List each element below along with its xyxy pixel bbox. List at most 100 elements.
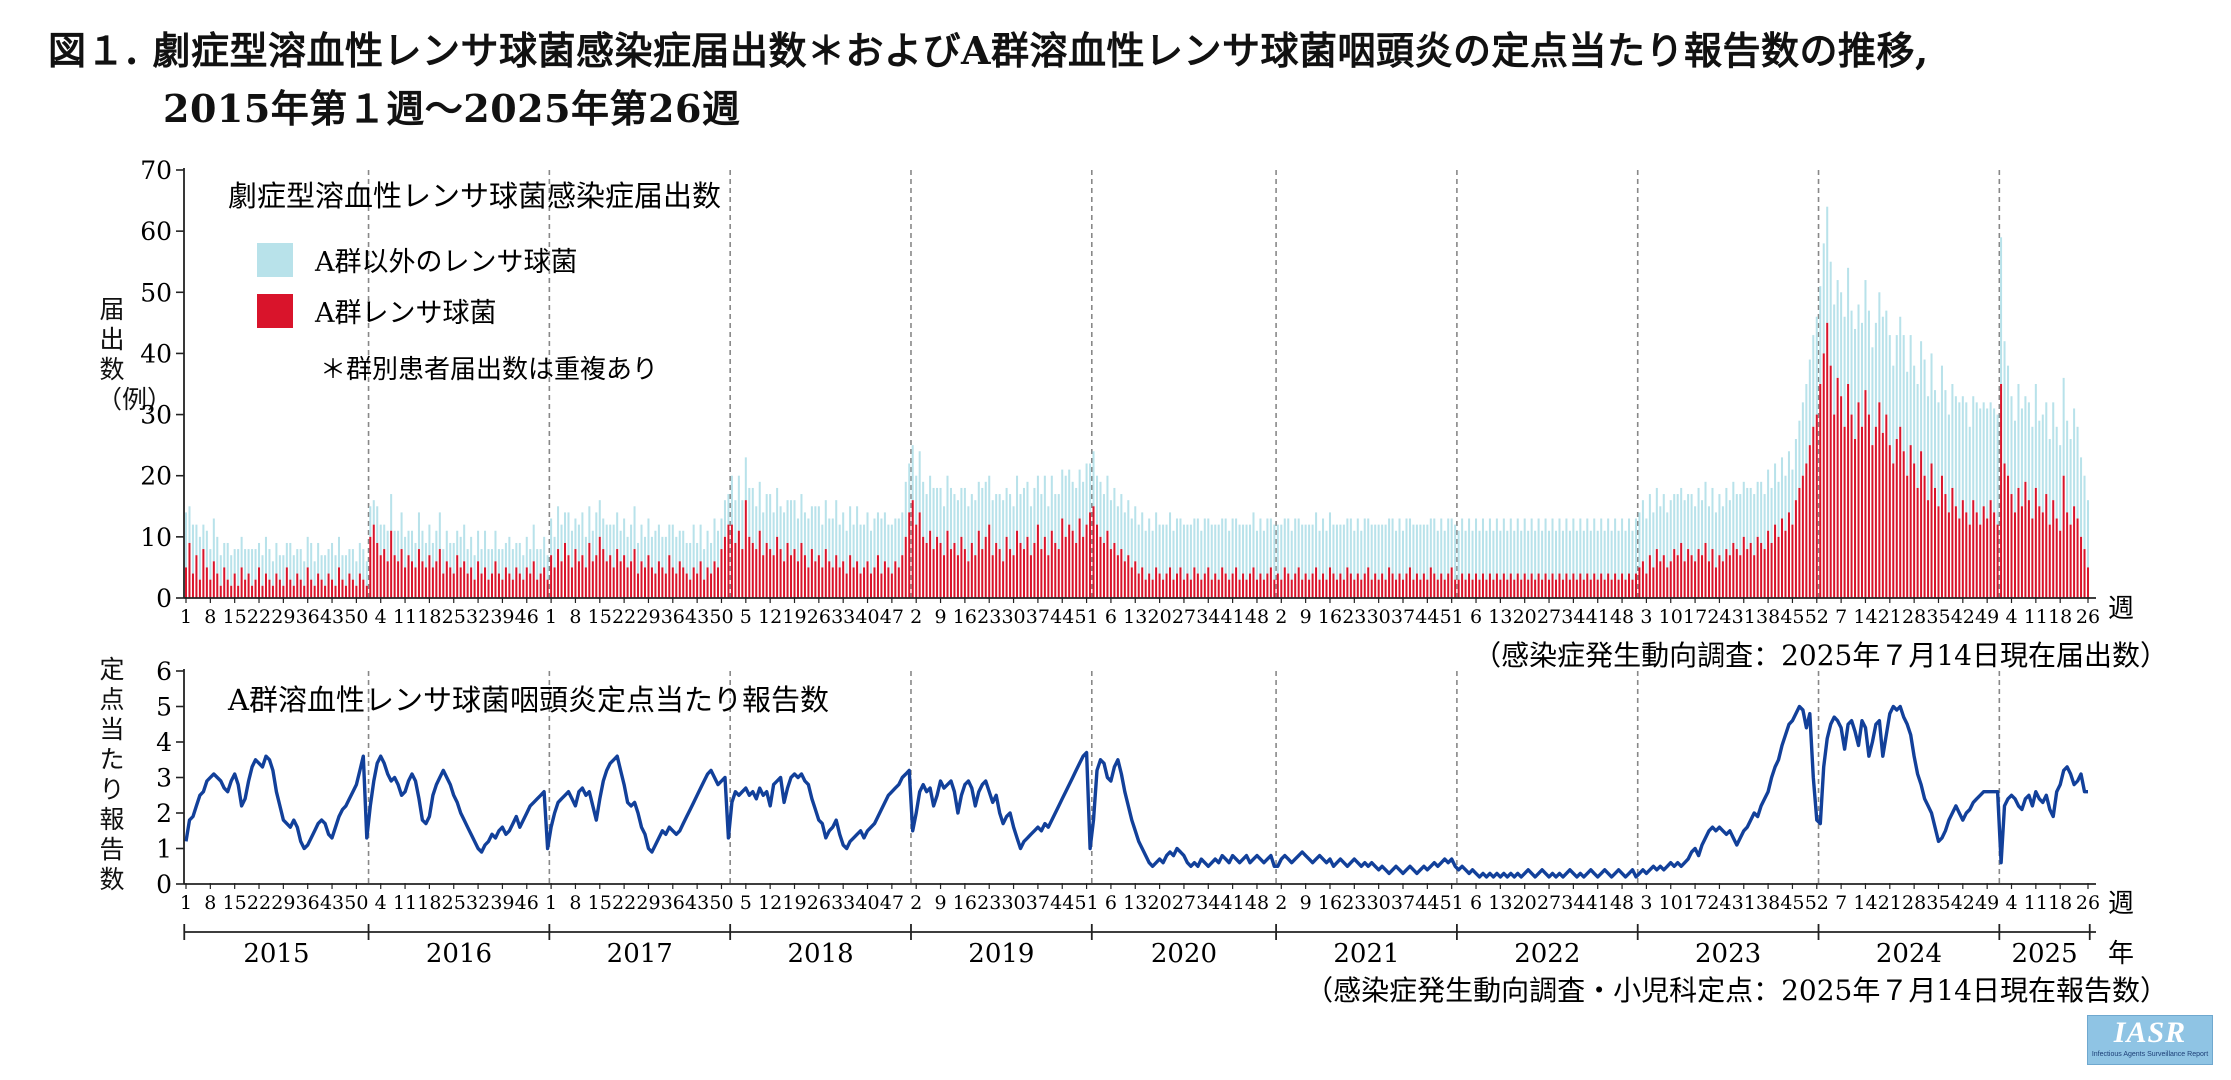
bar-non-group-a: [984, 481, 987, 537]
bar-group-a: [869, 573, 873, 598]
bar-group-a: [1628, 573, 1631, 598]
top-week-tick-label: 23: [977, 606, 1001, 628]
bar-non-group-a: [1527, 530, 1530, 580]
bar-group-a: [198, 579, 201, 598]
bar-non-group-a: [1408, 518, 1411, 568]
bar-group-a: [435, 561, 438, 598]
bar-non-group-a: [1979, 408, 1982, 525]
bar-non-group-a: [296, 549, 299, 574]
bar-group-a: [1881, 432, 1884, 598]
bar-non-group-a: [1116, 506, 1119, 556]
bar-non-group-a: [863, 524, 866, 568]
top-week-tick-label: 29: [636, 606, 660, 628]
bar-group-a: [1728, 555, 1731, 598]
top-week-tick-label: 52: [1805, 606, 1829, 628]
bottom-week-tick-label: 4: [375, 892, 387, 914]
bar-non-group-a: [1840, 292, 1843, 397]
bar-group-a: [1322, 573, 1325, 598]
bar-non-group-a: [348, 549, 351, 574]
bar-non-group-a: [1860, 322, 1863, 427]
bar-group-a: [960, 536, 963, 598]
bar-non-group-a: [1186, 524, 1189, 574]
bar-non-group-a: [1422, 524, 1425, 574]
bar-non-group-a: [1659, 506, 1662, 562]
bar-non-group-a: [1582, 530, 1585, 580]
bar-non-group-a: [1245, 524, 1248, 580]
bar-non-group-a: [1033, 487, 1036, 543]
bar-group-a: [762, 555, 765, 598]
bar-group-a: [1388, 567, 1391, 598]
bottom-week-tick-label: 23: [977, 892, 1001, 914]
bar-group-a: [1137, 573, 1140, 598]
bar-non-group-a: [1944, 390, 1947, 495]
bar-group-a: [1349, 573, 1352, 598]
bar-non-group-a: [1440, 518, 1443, 574]
bar-group-a: [1603, 579, 1606, 598]
bar-non-group-a: [880, 518, 883, 574]
bar-group-a: [1506, 579, 1509, 598]
bar-non-group-a: [1248, 524, 1252, 574]
bar-group-a: [1203, 573, 1206, 598]
legend-label-group-a: A群レンサ球菌: [314, 298, 497, 329]
bar-non-group-a: [1280, 524, 1283, 580]
bar-non-group-a: [1996, 414, 1999, 525]
bar-non-group-a: [1036, 475, 1039, 525]
bar-non-group-a: [1061, 469, 1064, 519]
bar-non-group-a: [901, 512, 904, 556]
bar-group-a: [1822, 353, 1825, 598]
bottom-y-axis-label: 定点当たり報告数: [99, 655, 125, 894]
bar-non-group-a: [1130, 518, 1133, 568]
bar-non-group-a: [1141, 512, 1144, 568]
top-week-tick-label: 3: [1640, 606, 1652, 628]
bar-non-group-a: [285, 542, 288, 568]
bar-non-group-a: [1102, 494, 1105, 543]
bar-group-a: [1986, 518, 1989, 598]
bar-non-group-a: [1395, 530, 1398, 580]
bottom-chart-source: （感染症発生動向調査・小児科定点：2025年７月14日現在報告数）: [1305, 974, 2168, 1007]
bar-non-group-a: [1975, 402, 1978, 513]
bar-non-group-a: [1961, 396, 1964, 501]
bar-group-a: [1353, 579, 1356, 598]
year-label: 2025: [2011, 939, 2077, 969]
bar-group-a: [835, 555, 838, 598]
top-week-tick-label: 43: [685, 606, 709, 628]
bar-non-group-a: [790, 500, 793, 556]
bar-group-a: [522, 579, 525, 598]
bar-group-a: [730, 524, 733, 598]
bar-group-a: [1106, 530, 1109, 598]
bar-non-group-a: [1179, 518, 1182, 568]
bottom-week-tick-label: 19: [782, 892, 806, 914]
bar-group-a: [584, 567, 587, 598]
bar-group-a: [550, 555, 553, 598]
bottom-week-tick-label: 45: [1780, 892, 1804, 914]
bar-group-a: [876, 555, 879, 598]
bar-non-group-a: [1704, 481, 1707, 543]
iasr-logo-text: IASR: [2113, 1016, 2187, 1049]
bar-group-a: [251, 585, 254, 598]
bar-group-a: [1009, 549, 1012, 598]
bar-non-group-a: [1214, 524, 1217, 574]
bar-group-a: [1701, 555, 1704, 598]
bar-non-group-a: [1753, 494, 1756, 556]
bar-group-a: [1993, 512, 1996, 598]
bar-non-group-a: [456, 530, 459, 556]
bar-non-group-a: [605, 524, 608, 562]
bar-non-group-a: [869, 530, 873, 574]
bar-non-group-a: [1433, 518, 1436, 574]
bar-group-a: [772, 555, 775, 598]
bar-non-group-a: [1787, 451, 1790, 513]
top-week-tick-label: 13: [1123, 606, 1147, 628]
bar-group-a: [1099, 536, 1102, 598]
bar-group-a: [1252, 567, 1255, 598]
bar-non-group-a: [369, 506, 372, 537]
bar-group-a: [1408, 567, 1411, 598]
bar-non-group-a: [1812, 335, 1815, 427]
bar-non-group-a: [689, 542, 692, 580]
bar-non-group-a: [1381, 524, 1384, 574]
bar-non-group-a: [1322, 518, 1325, 574]
top-week-tick-label: 23: [1342, 606, 1366, 628]
bar-non-group-a: [1450, 518, 1453, 568]
bar-group-a: [988, 524, 991, 598]
bar-group-a: [1735, 549, 1738, 598]
bar-group-a: [348, 573, 351, 598]
